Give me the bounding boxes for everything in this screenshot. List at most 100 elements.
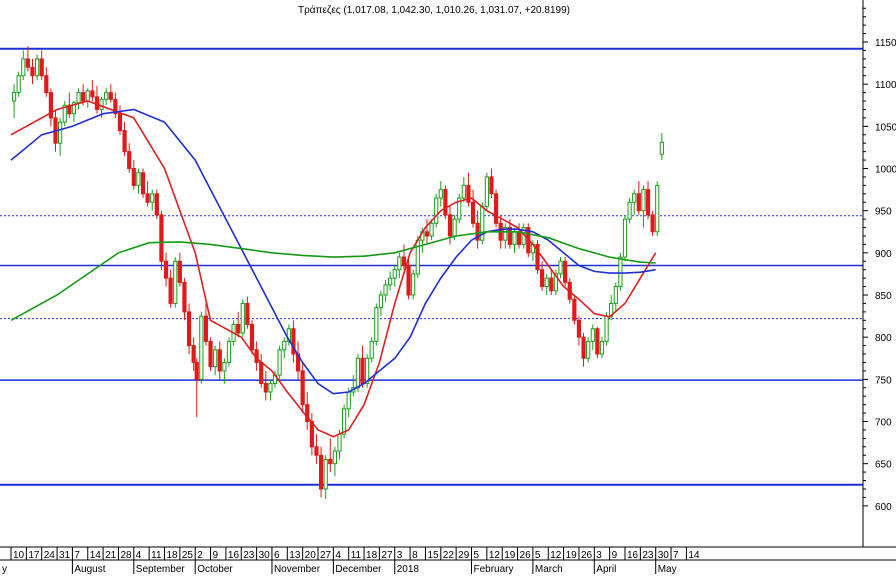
price-tick-label: 1150 — [875, 38, 896, 49]
date-axis: 10 17 24 31 7 14 21 28 4 11 18 25 2 9 16 23 30 6 13 20 27 4 11… — [0, 547, 896, 575]
moving-average-line — [10, 100, 657, 438]
candle-body — [636, 193, 641, 212]
candle-body — [438, 189, 443, 199]
candle-body — [365, 357, 370, 385]
date-tick-label: 6 — [274, 550, 280, 561]
date-tick-label: 10 — [13, 550, 25, 561]
candle-body — [300, 370, 305, 406]
candle-body — [415, 239, 420, 275]
date-tick-label: 20 — [305, 550, 317, 561]
candle-body — [305, 404, 310, 422]
candle-body — [113, 98, 118, 115]
date-tick-label: 27 — [320, 550, 332, 561]
date-tick-label: 11 — [351, 550, 362, 561]
candle-body — [627, 201, 632, 220]
candle-body — [117, 113, 123, 132]
candle-body — [150, 193, 155, 203]
month-label: November — [274, 564, 321, 575]
candle-body — [461, 184, 466, 199]
candle-body — [226, 340, 232, 363]
date-tick-label: 5 — [474, 550, 480, 561]
candle-body — [99, 98, 104, 110]
month-label: y — [2, 564, 7, 575]
candle-body — [659, 141, 664, 155]
candle-body — [277, 349, 282, 376]
candle-body — [222, 361, 227, 372]
candle-body — [263, 383, 268, 393]
candle-body — [632, 193, 637, 203]
candle-body — [411, 273, 416, 296]
date-tick-label: 16 — [228, 550, 240, 561]
month-label: May — [658, 564, 677, 575]
date-tick-label: 14 — [90, 550, 102, 561]
candle-body — [360, 357, 365, 385]
month-label: August — [74, 564, 105, 575]
date-tick-label: 18 — [167, 550, 179, 561]
date-tick-label: 19 — [566, 550, 578, 561]
candle-body — [104, 92, 109, 100]
candle-body — [194, 361, 199, 380]
candle-body — [655, 184, 660, 233]
date-tick-label: 9 — [612, 550, 618, 561]
candle-body — [613, 286, 618, 304]
candle-body — [346, 391, 351, 410]
price-tick-label: 800 — [875, 333, 892, 344]
candle-body — [328, 458, 333, 465]
date-tick-label: 7 — [673, 550, 679, 561]
candle-body — [369, 340, 374, 359]
candle-body — [516, 231, 522, 245]
date-tick-label: 17 — [28, 550, 40, 561]
candle-body — [127, 151, 132, 169]
candle-body — [553, 273, 559, 292]
candle-body — [44, 75, 49, 94]
candle-body — [572, 298, 577, 321]
candle-body — [186, 311, 192, 347]
candle-body — [240, 302, 245, 334]
candle-body — [507, 227, 512, 245]
candle-body — [90, 90, 95, 98]
candle-body — [406, 264, 411, 296]
candle-body — [443, 189, 448, 216]
candle-body — [641, 189, 646, 212]
month-label: December — [335, 564, 382, 575]
candle-body — [618, 256, 623, 288]
candle-body — [177, 260, 182, 283]
moving-average-line — [10, 231, 656, 322]
date-tick-label: 3 — [596, 550, 602, 561]
candle-body — [39, 58, 44, 77]
price-tick-label: 900 — [875, 249, 892, 260]
candle-body — [81, 92, 86, 102]
date-tick-label: 23 — [642, 550, 654, 561]
date-tick-label: 24 — [44, 550, 56, 561]
candle-body — [544, 277, 549, 288]
candle-body — [16, 75, 21, 94]
chart-title: Τράπεζες (1,017.08, 1,042.30, 1,010.26, … — [298, 4, 570, 16]
price-tick-label: 750 — [875, 375, 892, 386]
month-label: October — [197, 564, 233, 575]
candle-body — [62, 104, 67, 123]
candle-body — [173, 260, 178, 304]
date-tick-label: 25 — [182, 550, 194, 561]
month-label: March — [535, 564, 563, 575]
date-tick-label: 12 — [550, 550, 562, 561]
candle-body — [470, 201, 476, 224]
date-tick-label: 28 — [120, 550, 132, 561]
price-axis: 600 650 700 750 800 850 900 950 1000 1050 1100 1150 — [863, 7, 896, 513]
date-tick-label: 15 — [427, 550, 439, 561]
candle-body — [291, 328, 296, 355]
date-tick-label: 8 — [412, 550, 418, 561]
candle-body — [540, 269, 545, 288]
candle-body — [503, 227, 508, 241]
candle-body — [136, 172, 141, 186]
candle-body — [604, 315, 609, 342]
candle-body — [21, 58, 26, 77]
date-tick-label: 26 — [520, 550, 532, 561]
date-tick-label: 11 — [151, 550, 162, 561]
candle-body — [645, 189, 651, 216]
moving-average-lines — [10, 100, 657, 438]
candle-body — [563, 260, 568, 283]
candle-body — [236, 324, 241, 334]
candles — [11, 46, 664, 500]
candle-body — [71, 102, 77, 115]
candle-body — [434, 197, 439, 224]
